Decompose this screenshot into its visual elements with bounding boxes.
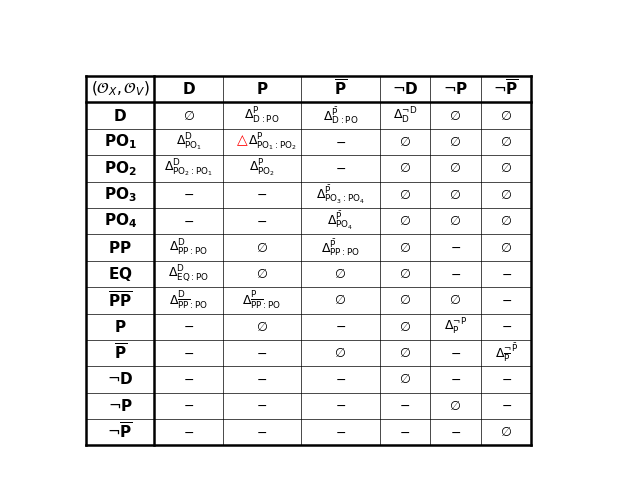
Text: $-$: $-$ bbox=[257, 373, 268, 386]
Text: $\varnothing$: $\varnothing$ bbox=[399, 372, 411, 387]
Text: $\varnothing$: $\varnothing$ bbox=[449, 399, 461, 413]
Text: $\varnothing$: $\varnothing$ bbox=[449, 214, 461, 228]
Text: $-$: $-$ bbox=[450, 268, 461, 280]
Text: $\varnothing$: $\varnothing$ bbox=[256, 240, 268, 255]
Text: $\varnothing$: $\varnothing$ bbox=[256, 267, 268, 281]
Text: $-$: $-$ bbox=[183, 188, 194, 201]
Text: $\mathbf{PP}$: $\mathbf{PP}$ bbox=[108, 239, 132, 256]
Text: $\neg\mathbf{P}$: $\neg\mathbf{P}$ bbox=[108, 398, 133, 414]
Text: $\neg\mathbf{\overline{P}}$: $\neg\mathbf{\overline{P}}$ bbox=[107, 422, 133, 443]
Text: $\mathbf{\overline{P}}$: $\mathbf{\overline{P}}$ bbox=[113, 343, 127, 363]
Text: $-$: $-$ bbox=[500, 320, 511, 333]
Text: $\varnothing$: $\varnothing$ bbox=[399, 240, 411, 255]
Text: $\varnothing$: $\varnothing$ bbox=[449, 188, 461, 202]
Text: $\mathbf{PO_2}$: $\mathbf{PO_2}$ bbox=[104, 159, 136, 178]
Text: $\varnothing$: $\varnothing$ bbox=[399, 346, 411, 360]
Text: $-$: $-$ bbox=[335, 162, 346, 175]
Text: $\neg\overline{\mathbf{P}}$: $\neg\overline{\mathbf{P}}$ bbox=[493, 79, 519, 99]
Text: $-$: $-$ bbox=[450, 241, 461, 254]
Text: $\mathbf{P}$: $\mathbf{P}$ bbox=[114, 319, 127, 335]
Text: $\Delta^{\neg\mathrm{P}}_{\mathrm{P}}$: $\Delta^{\neg\mathrm{P}}_{\mathrm{P}}$ bbox=[444, 317, 467, 337]
Text: $\varnothing$: $\varnothing$ bbox=[399, 214, 411, 228]
Text: $\Delta^{\bar{\mathrm{P}}}_{\mathrm{D:PO}}$: $\Delta^{\bar{\mathrm{P}}}_{\mathrm{D:PO… bbox=[323, 105, 358, 126]
Text: $\Delta^{\mathrm{P}}_{\overline{\mathrm{PP}}:\mathrm{PO}}$: $\Delta^{\mathrm{P}}_{\overline{\mathrm{… bbox=[243, 289, 282, 311]
Text: $\varnothing$: $\varnothing$ bbox=[399, 267, 411, 281]
Text: $\neg\mathbf{P}$: $\neg\mathbf{P}$ bbox=[443, 81, 468, 97]
Text: $\Delta^{\neg\bar{\mathrm{P}}}_{\overline{\mathrm{P}}}$: $\Delta^{\neg\bar{\mathrm{P}}}_{\overlin… bbox=[495, 342, 518, 364]
Text: $-$: $-$ bbox=[500, 268, 511, 280]
Text: $-$: $-$ bbox=[450, 347, 461, 359]
Text: $\Delta^{\mathrm{D}}_{\mathrm{PO_1}}$: $\Delta^{\mathrm{D}}_{\mathrm{PO_1}}$ bbox=[175, 131, 202, 153]
Text: $\Delta^{\bar{\mathrm{P}}}_{\mathrm{PO_3:PO_4}}$: $\Delta^{\bar{\mathrm{P}}}_{\mathrm{PO_3… bbox=[316, 183, 365, 206]
Text: $-$: $-$ bbox=[335, 373, 346, 386]
Text: $\varnothing$: $\varnothing$ bbox=[399, 320, 411, 334]
Text: $\varnothing$: $\varnothing$ bbox=[449, 161, 461, 175]
Text: $-$: $-$ bbox=[335, 399, 346, 412]
Text: $\varnothing$: $\varnothing$ bbox=[500, 240, 512, 255]
Text: $-$: $-$ bbox=[257, 426, 268, 439]
Text: $-$: $-$ bbox=[183, 215, 194, 228]
Text: $\Delta^{\mathrm{D}}_{\mathrm{PO_2:PO_1}}$: $\Delta^{\mathrm{D}}_{\mathrm{PO_2:PO_1}… bbox=[164, 158, 213, 179]
Text: $\varnothing$: $\varnothing$ bbox=[449, 108, 461, 122]
Text: $\neg\mathbf{D}$: $\neg\mathbf{D}$ bbox=[107, 371, 134, 388]
Text: $-$: $-$ bbox=[257, 215, 268, 228]
Text: $-$: $-$ bbox=[450, 373, 461, 386]
Text: $\varnothing$: $\varnothing$ bbox=[399, 161, 411, 175]
Text: $\varnothing$: $\varnothing$ bbox=[399, 135, 411, 149]
Text: $-$: $-$ bbox=[183, 320, 194, 333]
Text: $-$: $-$ bbox=[500, 373, 511, 386]
Text: $\varnothing$: $\varnothing$ bbox=[335, 346, 346, 360]
Text: $\Delta^{\mathrm{D}}_{\mathrm{EQ:PO}}$: $\Delta^{\mathrm{D}}_{\mathrm{EQ:PO}}$ bbox=[168, 264, 209, 284]
Text: $\varnothing$: $\varnothing$ bbox=[500, 135, 512, 149]
Text: $\varnothing$: $\varnothing$ bbox=[335, 267, 346, 281]
Text: $-$: $-$ bbox=[500, 294, 511, 307]
Text: $\varnothing$: $\varnothing$ bbox=[399, 293, 411, 307]
Text: $-$: $-$ bbox=[183, 347, 194, 359]
Text: $\Delta^{\bar{\mathrm{P}}}_{\mathrm{PP:PO}}$: $\Delta^{\bar{\mathrm{P}}}_{\mathrm{PP:P… bbox=[321, 237, 360, 258]
Text: $-$: $-$ bbox=[500, 399, 511, 412]
Text: $\Delta^{\mathrm{D}}_{\mathrm{PP:PO}}$: $\Delta^{\mathrm{D}}_{\mathrm{PP:PO}}$ bbox=[169, 237, 208, 258]
Text: $\Delta^{\neg\mathrm{D}}_{\mathrm{D}}$: $\Delta^{\neg\mathrm{D}}_{\mathrm{D}}$ bbox=[393, 105, 417, 125]
Text: $\varnothing$: $\varnothing$ bbox=[335, 293, 346, 307]
Text: $\neg\mathbf{D}$: $\neg\mathbf{D}$ bbox=[392, 81, 418, 97]
Text: $\mathbf{PO_4}$: $\mathbf{PO_4}$ bbox=[104, 212, 137, 230]
Text: $\varnothing$: $\varnothing$ bbox=[399, 188, 411, 202]
Text: $\mathbf{PO_1}$: $\mathbf{PO_1}$ bbox=[104, 133, 136, 151]
Text: $\overline{\mathbf{P}}$: $\overline{\mathbf{P}}$ bbox=[334, 79, 347, 99]
Text: $\varnothing$: $\varnothing$ bbox=[449, 135, 461, 149]
Text: $\varnothing$: $\varnothing$ bbox=[500, 425, 512, 439]
Text: $\varnothing$: $\varnothing$ bbox=[500, 161, 512, 175]
Text: $\mathbf{P}$: $\mathbf{P}$ bbox=[256, 81, 268, 97]
Text: $-$: $-$ bbox=[257, 399, 268, 412]
Text: $\Delta^{\mathrm{P}}_{\mathrm{D:PO}}$: $\Delta^{\mathrm{P}}_{\mathrm{D:PO}}$ bbox=[244, 105, 280, 125]
Text: $\mathbf{D}$: $\mathbf{D}$ bbox=[182, 81, 196, 97]
Text: $-$: $-$ bbox=[399, 399, 410, 412]
Text: $-$: $-$ bbox=[257, 188, 268, 201]
Text: $\varnothing$: $\varnothing$ bbox=[500, 188, 512, 202]
Text: $-$: $-$ bbox=[335, 136, 346, 149]
Text: $\varnothing$: $\varnothing$ bbox=[182, 108, 195, 122]
Text: $\Delta^{\mathrm{D}}_{\overline{\mathrm{PP}}:\mathrm{PO}}$: $\Delta^{\mathrm{D}}_{\overline{\mathrm{… bbox=[169, 289, 208, 311]
Text: $-$: $-$ bbox=[257, 347, 268, 359]
Text: $-$: $-$ bbox=[399, 426, 410, 439]
Text: $\mathbf{\overline{PP}}$: $\mathbf{\overline{PP}}$ bbox=[108, 290, 132, 310]
Text: $\mathbf{EQ}$: $\mathbf{EQ}$ bbox=[108, 265, 132, 283]
Text: $-$: $-$ bbox=[183, 399, 194, 412]
Text: $\Delta^{\bar{\mathrm{P}}}_{\mathrm{PO_4}}$: $\Delta^{\bar{\mathrm{P}}}_{\mathrm{PO_4… bbox=[327, 210, 353, 232]
Text: $\varnothing$: $\varnothing$ bbox=[256, 320, 268, 334]
Text: $\Delta^{\mathrm{P}}_{\mathrm{PO_1:PO_2}}$: $\Delta^{\mathrm{P}}_{\mathrm{PO_1:PO_2}… bbox=[248, 131, 298, 153]
Text: $\varnothing$: $\varnothing$ bbox=[500, 108, 512, 122]
Text: $\mathbf{PO_3}$: $\mathbf{PO_3}$ bbox=[104, 185, 136, 204]
Text: $-$: $-$ bbox=[335, 426, 346, 439]
Text: $(\mathcal{O}_X,\mathcal{O}_V)$: $(\mathcal{O}_X,\mathcal{O}_V)$ bbox=[91, 80, 150, 98]
Text: $-$: $-$ bbox=[450, 426, 461, 439]
Text: $\triangle$: $\triangle$ bbox=[234, 134, 249, 148]
Text: $-$: $-$ bbox=[183, 426, 194, 439]
Text: $-$: $-$ bbox=[183, 373, 194, 386]
Text: $\varnothing$: $\varnothing$ bbox=[449, 293, 461, 307]
Text: $-$: $-$ bbox=[335, 320, 346, 333]
Text: $\Delta^{\mathrm{P}}_{\mathrm{PO_2}}$: $\Delta^{\mathrm{P}}_{\mathrm{PO_2}}$ bbox=[249, 158, 275, 179]
Text: $\mathbf{D}$: $\mathbf{D}$ bbox=[113, 107, 127, 123]
Text: $\varnothing$: $\varnothing$ bbox=[500, 214, 512, 228]
